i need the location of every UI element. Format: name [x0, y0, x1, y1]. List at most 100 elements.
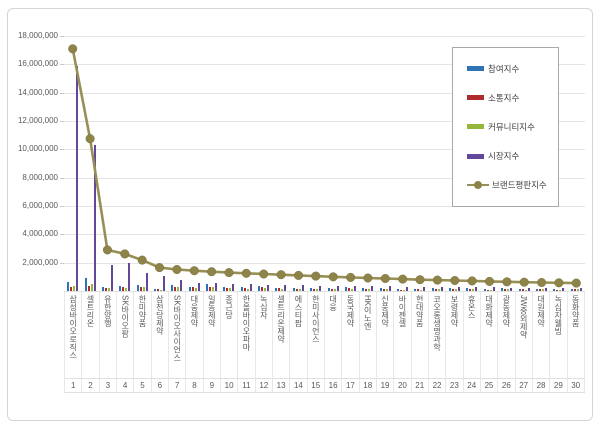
y-tick-mark [60, 36, 64, 37]
bar-커뮤니티지수-20 [403, 289, 405, 291]
category-label-text: 보령제약 [449, 295, 459, 327]
bar-참여지수-10 [223, 287, 226, 291]
bar-커뮤니티지수-16 [333, 289, 336, 291]
bar-소통지수-25 [486, 289, 489, 291]
bar-참여지수-6 [153, 288, 156, 291]
bar-참여지수-22 [431, 288, 434, 291]
category-label-22: 코오롱생명과학 [429, 292, 447, 378]
rank-label-19: 19 [377, 379, 395, 392]
category-label-text: 휴온스 [467, 295, 477, 319]
bar-시장지수-25 [492, 287, 495, 291]
bar-참여지수-30 [570, 288, 573, 291]
bar-참여지수-2 [84, 278, 87, 291]
bar-참여지수-4 [119, 286, 122, 291]
category-label-4: SK바이오팜 [117, 292, 135, 378]
bar-시장지수-20 [406, 286, 408, 291]
bar-시장지수-13 [284, 285, 287, 291]
y-tick-label: 2,000,000 [22, 257, 58, 267]
rank-label-11: 11 [238, 379, 256, 392]
bar-group-15 [307, 36, 324, 291]
bar-group-11 [238, 36, 255, 291]
category-label-text: 녹십자웰빙 [553, 295, 563, 335]
legend-swatch-icon [467, 95, 484, 101]
bar-group-27 [515, 36, 532, 291]
category-label-text: 대웅 [328, 295, 338, 311]
category-label-text: SK바이오팜 [120, 295, 130, 338]
category-label-7: SK바이오사이언스 [169, 292, 187, 378]
rank-label-29: 29 [550, 379, 568, 392]
legend-swatch-icon [467, 153, 484, 159]
category-label-18: HK이노엔 [360, 292, 377, 378]
bar-시장지수-2 [93, 145, 96, 291]
bar-소통지수-15 [313, 288, 316, 291]
legend-item-시장지수: 시장지수 [467, 150, 552, 162]
category-label-text: 대원제약 [536, 295, 546, 327]
legend-label: 시장지수 [488, 151, 520, 162]
bar-커뮤니티지수-22 [437, 289, 440, 291]
category-label-12: 녹십자 [256, 292, 273, 378]
bar-소통지수-21 [417, 289, 420, 291]
gridline [64, 36, 585, 37]
bar-커뮤니티지수-17 [350, 288, 353, 291]
category-label-text: 한미사이언스 [311, 295, 321, 343]
bar-group-21 [411, 36, 428, 291]
bar-소통지수-2 [87, 286, 90, 291]
category-label-26: 광동제약 [498, 292, 516, 378]
category-label-text: 광동제약 [501, 295, 511, 327]
bar-참여지수-26 [501, 288, 504, 291]
category-label-text: 셀트리온제약 [276, 295, 286, 343]
y-tick-mark [60, 234, 64, 236]
category-label-25: 대화제약 [481, 292, 499, 378]
bar-참여지수-29 [553, 289, 556, 291]
bar-group-2 [81, 36, 98, 291]
category-label-20: 바이젠셀 [394, 292, 412, 378]
bar-group-4 [116, 36, 133, 291]
rank-label-2: 2 [82, 379, 100, 392]
y-tick-mark [60, 206, 64, 207]
legend-label: 커뮤니티지수 [488, 121, 535, 132]
legend-swatch-icon [467, 66, 484, 72]
bar-시장지수-29 [562, 288, 565, 291]
bar-group-29 [550, 36, 567, 291]
bar-시장지수-6 [162, 276, 165, 291]
rank-label-4: 4 [117, 379, 135, 392]
category-label-17: 동국제약 [342, 292, 360, 378]
bar-group-3 [99, 36, 116, 291]
legend-label: 브랜드평판지수 [492, 180, 547, 191]
bar-소통지수-14 [295, 288, 298, 291]
bar-시장지수-27 [527, 287, 530, 291]
category-label-text: 코오롱생명과학 [432, 295, 442, 351]
category-label-text: 종근당 [224, 295, 234, 319]
bar-커뮤니티지수-29 [559, 289, 562, 291]
bar-group-16 [324, 36, 341, 291]
bar-소통지수-17 [347, 288, 350, 291]
category-label-text: 녹십자 [259, 295, 269, 319]
category-label-13: 셀트리온제약 [273, 292, 291, 378]
rank-label-17: 17 [342, 379, 360, 392]
bar-시장지수-14 [301, 285, 304, 291]
bar-시장지수-8 [197, 282, 200, 291]
bar-커뮤니티지수-26 [507, 289, 510, 291]
rank-label-23: 23 [446, 379, 464, 392]
bar-group-6 [151, 36, 168, 291]
bar-group-23 [446, 36, 463, 291]
bar-group-28 [533, 36, 550, 291]
bar-group-10 [220, 36, 237, 291]
bar-group-30 [567, 36, 584, 291]
bar-시장지수-19 [388, 286, 391, 291]
category-label-6: 삼천당제약 [152, 292, 169, 378]
category-label-5: 한미약품 [134, 292, 152, 378]
bar-참여지수-9 [206, 284, 209, 291]
bar-소통지수-20 [400, 289, 402, 291]
bar-소통지수-19 [382, 288, 385, 291]
bar-시장지수-16 [336, 285, 339, 291]
bar-커뮤니티지수-24 [472, 289, 475, 291]
legend-item-커뮤니티지수: 커뮤니티지수 [467, 121, 552, 133]
bar-group-13 [272, 36, 289, 291]
bar-참여지수-14 [292, 288, 295, 291]
category-label-28: 대원제약 [533, 292, 551, 378]
chart-legend: 참여지수 소통지수 커뮤니티지수 시장지수 브랜드평판지수 [452, 47, 559, 207]
bar-소통지수-10 [226, 287, 229, 291]
rank-label-21: 21 [412, 379, 429, 392]
bar-시장지수-28 [544, 287, 547, 291]
